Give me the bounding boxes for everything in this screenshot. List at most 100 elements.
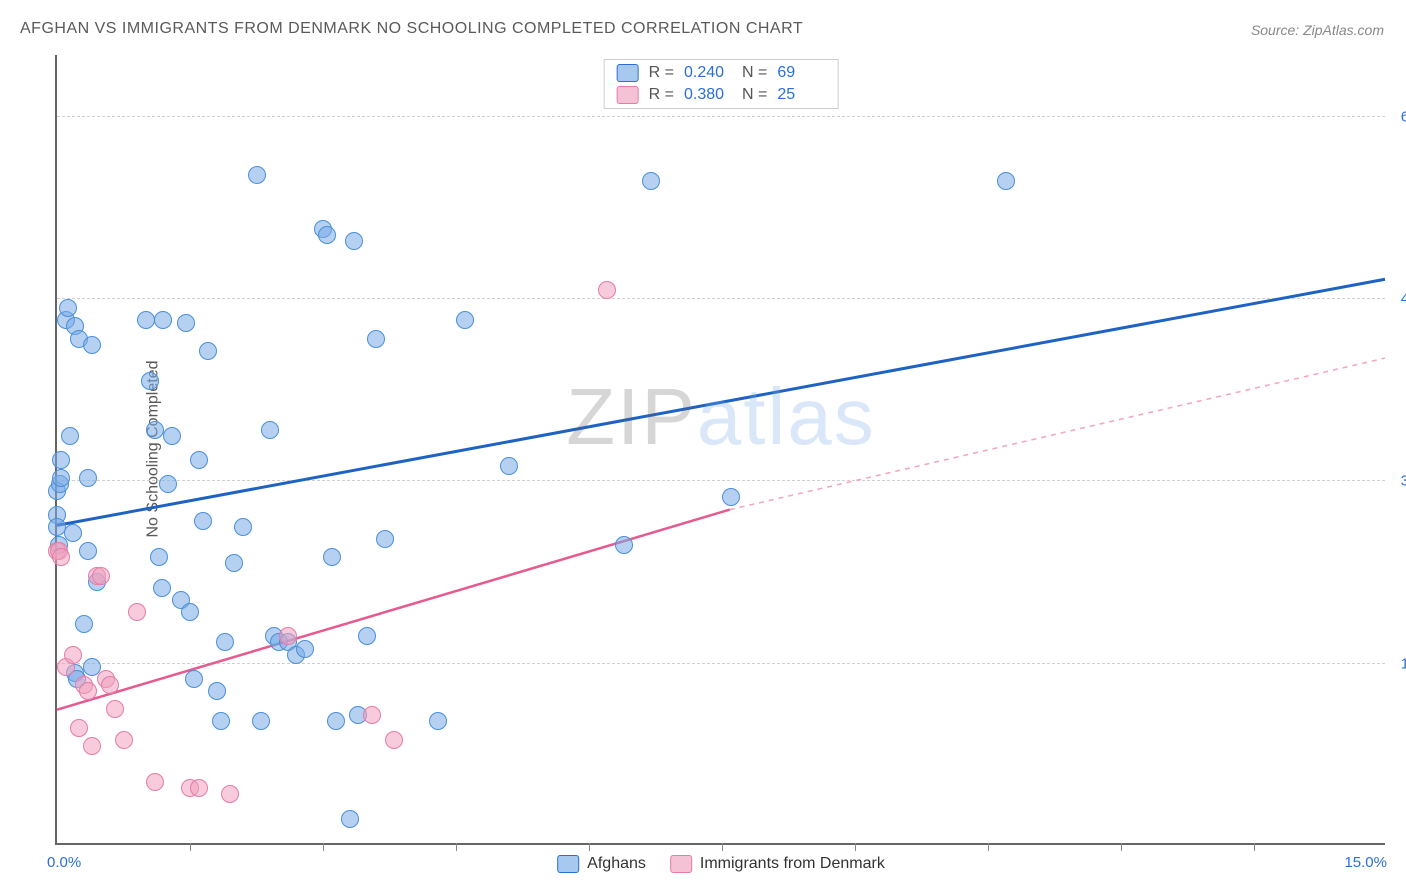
n-label: N = bbox=[742, 86, 767, 104]
x-tick bbox=[323, 843, 324, 851]
point-afghans bbox=[163, 427, 181, 445]
source-label: Source: ZipAtlas.com bbox=[1251, 22, 1384, 38]
point-afghans bbox=[261, 421, 279, 439]
point-denmark bbox=[363, 706, 381, 724]
point-afghans bbox=[153, 579, 171, 597]
y-tick-label: 6.0% bbox=[1401, 108, 1406, 125]
swatch-blue-icon bbox=[617, 64, 639, 82]
n-value-pink: 25 bbox=[777, 86, 825, 104]
point-denmark bbox=[146, 773, 164, 791]
x-tick bbox=[456, 843, 457, 851]
point-afghans bbox=[345, 232, 363, 250]
x-max-label: 15.0% bbox=[1344, 854, 1387, 871]
point-afghans bbox=[367, 330, 385, 348]
swatch-pink-icon bbox=[670, 855, 692, 873]
point-afghans bbox=[159, 475, 177, 493]
y-tick-label: 1.5% bbox=[1401, 655, 1406, 672]
r-value-pink: 0.380 bbox=[684, 86, 732, 104]
point-afghans bbox=[997, 172, 1015, 190]
point-afghans bbox=[252, 712, 270, 730]
n-value-blue: 69 bbox=[777, 64, 825, 82]
point-denmark bbox=[221, 785, 239, 803]
point-afghans bbox=[248, 166, 266, 184]
point-denmark bbox=[92, 567, 110, 585]
point-afghans bbox=[208, 682, 226, 700]
point-afghans bbox=[212, 712, 230, 730]
y-tick-label: 3.0% bbox=[1401, 473, 1406, 490]
point-afghans bbox=[456, 311, 474, 329]
legend-row-blue: R = 0.240 N = 69 bbox=[613, 62, 830, 84]
point-afghans bbox=[194, 512, 212, 530]
trend-line bbox=[730, 358, 1385, 510]
point-afghans bbox=[358, 627, 376, 645]
point-afghans bbox=[141, 372, 159, 390]
point-afghans bbox=[642, 172, 660, 190]
point-afghans bbox=[79, 469, 97, 487]
point-denmark bbox=[52, 548, 70, 566]
point-afghans bbox=[296, 640, 314, 658]
legend-series: Afghans Immigrants from Denmark bbox=[557, 855, 885, 873]
trend-line bbox=[57, 279, 1385, 525]
point-afghans bbox=[190, 451, 208, 469]
x-tick bbox=[988, 843, 989, 851]
point-afghans bbox=[185, 670, 203, 688]
point-afghans bbox=[75, 615, 93, 633]
x-tick bbox=[190, 843, 191, 851]
point-afghans bbox=[64, 524, 82, 542]
point-denmark bbox=[115, 731, 133, 749]
point-afghans bbox=[177, 314, 195, 332]
legend-item-denmark: Immigrants from Denmark bbox=[670, 855, 885, 873]
point-afghans bbox=[216, 633, 234, 651]
legend-item-afghans: Afghans bbox=[557, 855, 646, 873]
point-afghans bbox=[79, 542, 97, 560]
n-label: N = bbox=[742, 64, 767, 82]
point-afghans bbox=[150, 548, 168, 566]
point-afghans bbox=[154, 311, 172, 329]
point-afghans bbox=[181, 603, 199, 621]
point-afghans bbox=[137, 311, 155, 329]
x-tick bbox=[1254, 843, 1255, 851]
plot-area: No Schooling Completed ZIPatlas 1.5%3.0%… bbox=[55, 55, 1385, 845]
point-afghans bbox=[83, 336, 101, 354]
x-tick bbox=[1121, 843, 1122, 851]
point-denmark bbox=[106, 700, 124, 718]
point-afghans bbox=[225, 554, 243, 572]
point-afghans bbox=[341, 810, 359, 828]
point-denmark bbox=[64, 646, 82, 664]
r-label: R = bbox=[649, 64, 674, 82]
point-afghans bbox=[199, 342, 217, 360]
r-value-blue: 0.240 bbox=[684, 64, 732, 82]
x-tick bbox=[855, 843, 856, 851]
point-afghans bbox=[615, 536, 633, 554]
legend-label-denmark: Immigrants from Denmark bbox=[700, 855, 885, 873]
point-denmark bbox=[190, 779, 208, 797]
x-min-label: 0.0% bbox=[47, 854, 81, 871]
point-denmark bbox=[385, 731, 403, 749]
point-afghans bbox=[318, 226, 336, 244]
point-denmark bbox=[101, 676, 119, 694]
point-afghans bbox=[429, 712, 447, 730]
swatch-pink-icon bbox=[617, 86, 639, 104]
legend-label-afghans: Afghans bbox=[587, 855, 646, 873]
point-denmark bbox=[279, 627, 297, 645]
point-denmark bbox=[83, 737, 101, 755]
swatch-blue-icon bbox=[557, 855, 579, 873]
point-afghans bbox=[323, 548, 341, 566]
r-label: R = bbox=[649, 86, 674, 104]
y-tick-label: 4.5% bbox=[1401, 291, 1406, 308]
point-afghans bbox=[52, 469, 70, 487]
point-denmark bbox=[598, 281, 616, 299]
point-afghans bbox=[500, 457, 518, 475]
point-afghans bbox=[722, 488, 740, 506]
legend-row-pink: R = 0.380 N = 25 bbox=[613, 84, 830, 106]
point-denmark bbox=[70, 719, 88, 737]
point-denmark bbox=[128, 603, 146, 621]
point-afghans bbox=[327, 712, 345, 730]
point-afghans bbox=[52, 451, 70, 469]
chart-title: AFGHAN VS IMMIGRANTS FROM DENMARK NO SCH… bbox=[20, 20, 803, 38]
point-afghans bbox=[376, 530, 394, 548]
point-denmark bbox=[79, 682, 97, 700]
legend-correlation: R = 0.240 N = 69 R = 0.380 N = 25 bbox=[604, 59, 839, 109]
point-afghans bbox=[59, 299, 77, 317]
x-tick bbox=[722, 843, 723, 851]
